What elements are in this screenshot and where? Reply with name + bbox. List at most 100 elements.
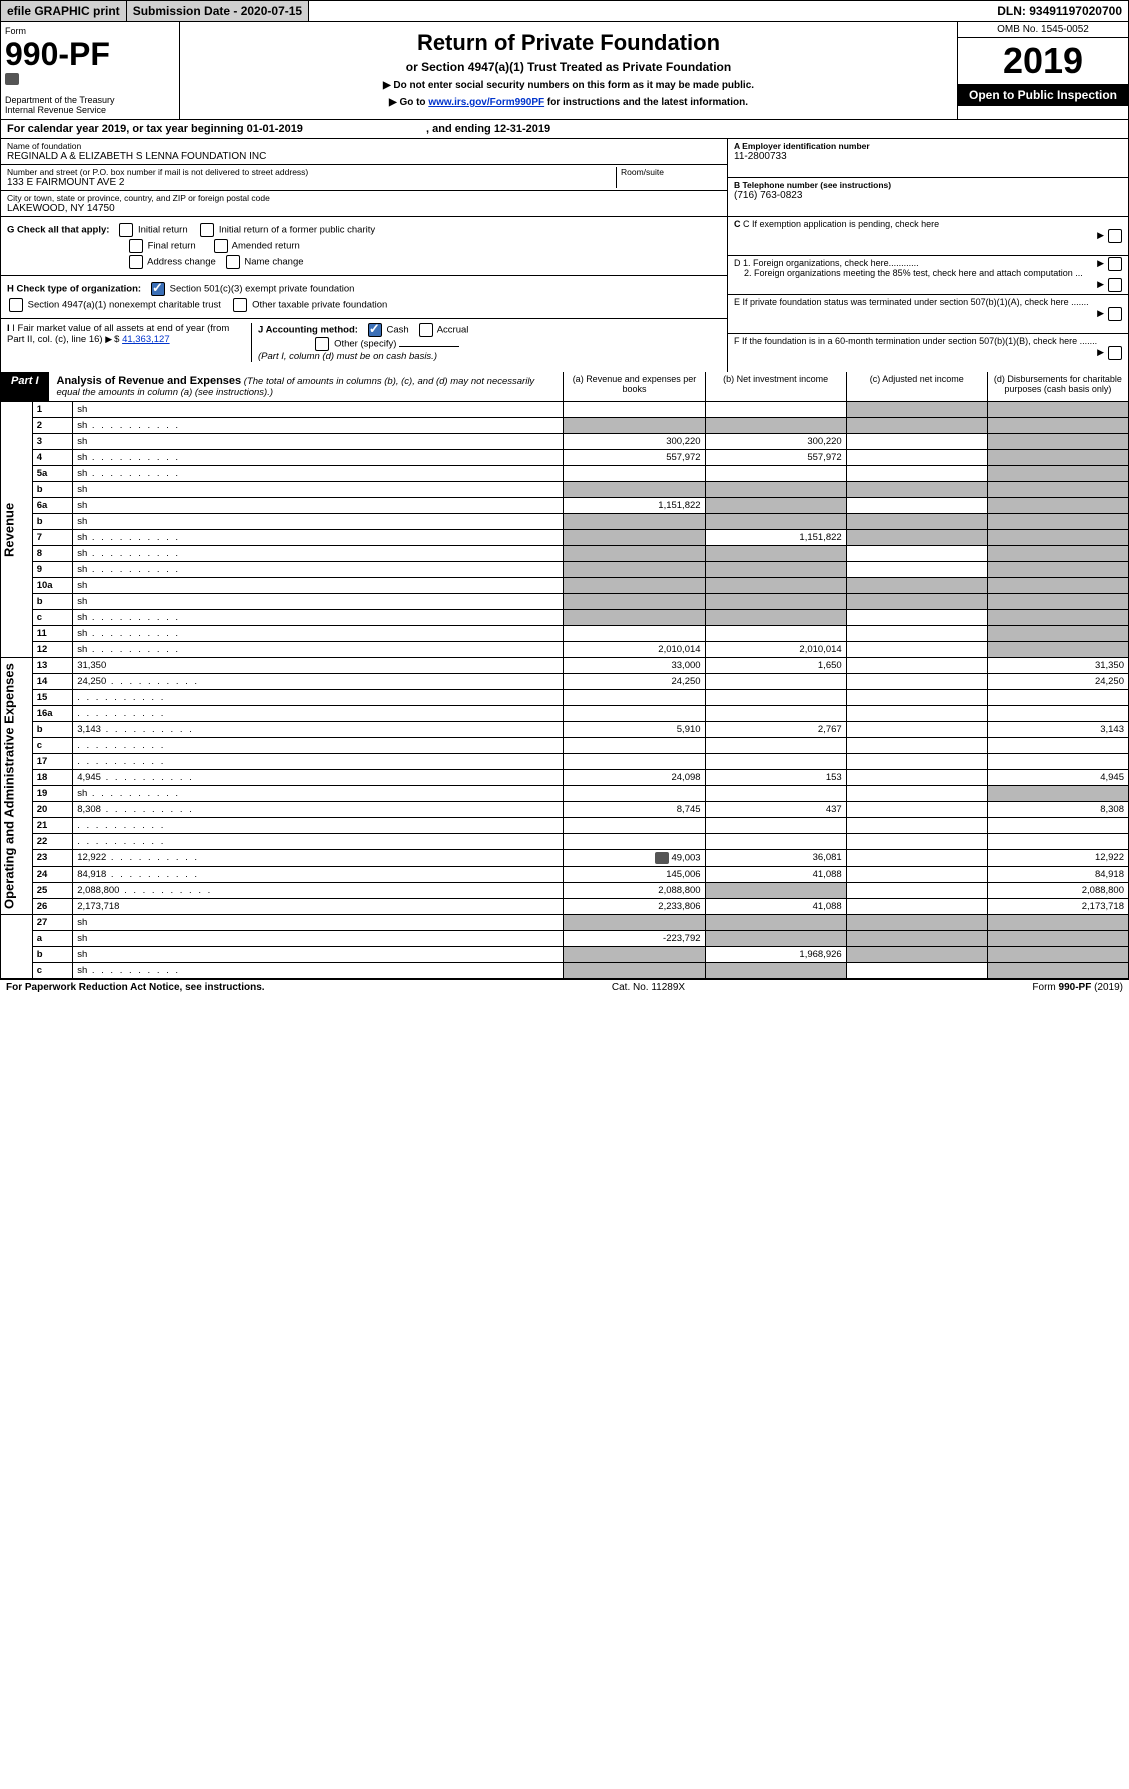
table-row: a sh -223,792 — [1, 931, 1129, 947]
phone-label: B Telephone number (see instructions) — [734, 180, 891, 190]
table-row: 27 sh — [1, 915, 1129, 931]
page-footer: For Paperwork Reduction Act Notice, see … — [0, 979, 1129, 995]
ein-label: A Employer identification number — [734, 141, 870, 151]
table-row: 14 24,250 24,250 24,250 — [1, 674, 1129, 690]
table-row: 16a — [1, 706, 1129, 722]
submission-date: Submission Date - 2020-07-15 — [127, 1, 309, 21]
table-row: c sh — [1, 963, 1129, 979]
ck-initial-return[interactable] — [119, 223, 133, 237]
efile-button[interactable]: efile GRAPHIC print — [1, 1, 127, 21]
section-j: J Accounting method: Cash Accrual Other … — [252, 323, 721, 362]
table-row: 19 sh — [1, 786, 1129, 802]
ck-accrual[interactable] — [419, 323, 433, 337]
form-subtitle: or Section 4947(a)(1) Trust Treated as P… — [188, 60, 949, 74]
table-row: 3 sh 300,220 300,220 — [1, 434, 1129, 450]
identity-block: Name of foundation REGINALD A & ELIZABET… — [0, 139, 1129, 372]
table-row: 18 4,945 24,098 1534,945 — [1, 770, 1129, 786]
attach-icon — [655, 852, 669, 864]
dept-treasury: Department of the Treasury — [5, 95, 175, 105]
table-row: 7 sh 1,151,822 — [1, 530, 1129, 546]
table-row: 10a sh — [1, 578, 1129, 594]
open-public: Open to Public Inspection — [958, 84, 1128, 106]
table-row: 8 sh — [1, 546, 1129, 562]
instr-line1: ▶ Do not enter social security numbers o… — [188, 80, 949, 91]
form-number: 990-PF — [5, 36, 175, 73]
irs-link[interactable]: www.irs.gov/Form990PF — [428, 97, 544, 108]
ck-addr-change[interactable] — [129, 255, 143, 269]
ck-name-change[interactable] — [226, 255, 240, 269]
table-row: 26 2,173,718 2,233,806 41,0882,173,718 — [1, 899, 1129, 915]
section-g: G Check all that apply: Initial return I… — [7, 223, 721, 237]
table-row: 6a sh 1,151,822 — [1, 498, 1129, 514]
ck-other-taxable[interactable] — [233, 298, 247, 312]
name-label: Name of foundation — [7, 141, 721, 151]
col-d-header: (d) Disbursements for charitable purpose… — [987, 372, 1128, 402]
form-header: Form 990-PF Department of the Treasury I… — [0, 22, 1129, 120]
table-row: b sh — [1, 514, 1129, 530]
table-row: Operating and Administrative Expenses 13… — [1, 658, 1129, 674]
ck-501c3[interactable] — [151, 282, 165, 296]
ck-other-method[interactable] — [315, 337, 329, 351]
pdf-icon — [5, 73, 19, 85]
section-d: D 1. Foreign organizations, check here..… — [728, 256, 1128, 295]
footer-mid: Cat. No. 11289X — [612, 982, 685, 993]
section-h: H Check type of organization: Section 50… — [7, 282, 721, 296]
table-row: 25 2,088,800 2,088,800 2,088,800 — [1, 883, 1129, 899]
ck-exemption-pending[interactable] — [1108, 229, 1122, 243]
table-row: 4 sh 557,972 557,972 — [1, 450, 1129, 466]
table-row: 12 sh 2,010,014 2,010,014 — [1, 642, 1129, 658]
table-row: 21 — [1, 818, 1129, 834]
table-row: 15 — [1, 690, 1129, 706]
ck-final-return[interactable] — [129, 239, 143, 253]
col-a-header: (a) Revenue and expenses per books — [564, 372, 705, 402]
ck-amended[interactable] — [214, 239, 228, 253]
room-label: Room/suite — [621, 167, 721, 177]
table-row: 9 sh — [1, 562, 1129, 578]
ck-85pct[interactable] — [1108, 278, 1122, 292]
vlabel-rev: Revenue — [1, 402, 33, 658]
section-f: F If the foundation is in a 60-month ter… — [728, 334, 1128, 372]
footer-right: Form 990-PF (2019) — [1032, 982, 1123, 993]
ck-initial-former[interactable] — [200, 223, 214, 237]
city-label: City or town, state or province, country… — [7, 193, 721, 203]
city-state-zip: LAKEWOOD, NY 14750 — [7, 203, 721, 214]
table-row: 17 — [1, 754, 1129, 770]
vlabel-exp: Operating and Administrative Expenses — [1, 658, 33, 915]
part1-tag: Part I — [1, 372, 49, 401]
part1-table: Part I Analysis of Revenue and Expenses … — [0, 372, 1129, 979]
section-c: C C If exemption application is pending,… — [728, 217, 1128, 256]
col-c-header: (c) Adjusted net income — [846, 372, 987, 402]
table-row: 2 sh — [1, 418, 1129, 434]
ein-value: 11-2800733 — [734, 151, 1122, 162]
section-e: E If private foundation status was termi… — [728, 295, 1128, 334]
top-bar: efile GRAPHIC print Submission Date - 20… — [0, 0, 1129, 22]
street-address: 133 E FAIRMOUNT AVE 2 — [7, 177, 616, 188]
table-row: b sh — [1, 594, 1129, 610]
table-row: c sh — [1, 610, 1129, 626]
ck-terminated[interactable] — [1108, 307, 1122, 321]
table-row: Revenue 1 sh — [1, 402, 1129, 418]
col-b-header: (b) Net investment income — [705, 372, 846, 402]
table-row: 23 12,922 49,003 36,08112,922 — [1, 850, 1129, 867]
omb-number: OMB No. 1545-0052 — [958, 22, 1128, 38]
table-row: 20 8,308 8,745 4378,308 — [1, 802, 1129, 818]
ck-cash[interactable] — [368, 323, 382, 337]
foundation-name: REGINALD A & ELIZABETH S LENNA FOUNDATIO… — [7, 151, 721, 162]
footer-left: For Paperwork Reduction Act Notice, see … — [6, 982, 265, 993]
ck-60month[interactable] — [1108, 346, 1122, 360]
table-row: b sh 1,968,926 — [1, 947, 1129, 963]
form-title: Return of Private Foundation — [188, 30, 949, 56]
instr-line2: ▶ Go to www.irs.gov/Form990PF for instru… — [188, 97, 949, 108]
dln: DLN: 93491197020700 — [991, 1, 1128, 21]
phone-value: (716) 763-0823 — [734, 190, 1122, 201]
ck-4947[interactable] — [9, 298, 23, 312]
table-row: 24 84,918 145,006 41,08884,918 — [1, 867, 1129, 883]
table-row: 11 sh — [1, 626, 1129, 642]
section-i: I I Fair market value of all assets at e… — [7, 323, 252, 362]
table-row: c — [1, 738, 1129, 754]
table-row: b sh — [1, 482, 1129, 498]
form-word: Form — [5, 26, 175, 36]
addr-label: Number and street (or P.O. box number if… — [7, 167, 616, 177]
table-row: 5a sh — [1, 466, 1129, 482]
ck-foreign-org[interactable] — [1108, 257, 1122, 271]
